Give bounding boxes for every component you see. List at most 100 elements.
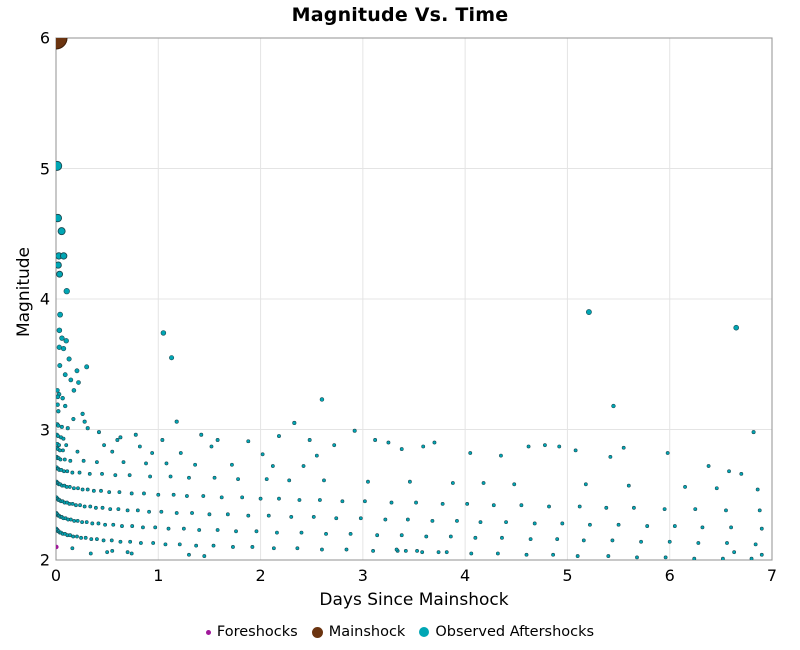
- data-point-2: [495, 551, 500, 556]
- data-point-2: [84, 520, 89, 525]
- data-point-2: [621, 445, 626, 450]
- data-point-2: [185, 494, 189, 498]
- data-point-2: [70, 546, 75, 551]
- data-point-2: [436, 550, 441, 555]
- data-point-2: [177, 542, 182, 547]
- data-point-2: [187, 552, 191, 557]
- data-point-2: [96, 430, 101, 435]
- data-point-2: [80, 520, 84, 525]
- data-point-2: [450, 481, 455, 485]
- data-point-2: [100, 505, 105, 510]
- data-point-2: [348, 532, 353, 536]
- data-point-2: [751, 430, 756, 435]
- data-point-2: [88, 504, 93, 509]
- data-point-2: [59, 252, 68, 260]
- data-point-2: [56, 402, 60, 407]
- y-tick-label: 2: [39, 550, 50, 570]
- data-point-2: [317, 498, 322, 502]
- data-point-2: [56, 344, 62, 350]
- data-point-2: [295, 546, 300, 551]
- legend-entry[interactable]: Mainshock: [311, 624, 406, 640]
- data-point-2: [79, 535, 83, 540]
- data-point-2: [414, 500, 418, 505]
- data-point-2: [215, 438, 220, 442]
- axis-spines: [55, 37, 773, 561]
- data-point-2: [725, 541, 729, 545]
- data-point-2: [71, 388, 77, 393]
- data-point-2: [80, 487, 85, 492]
- data-point-2: [663, 555, 668, 560]
- data-point-2: [99, 488, 103, 493]
- x-axis-label: Days Since Mainshock: [319, 590, 509, 610]
- data-point-2: [478, 520, 483, 525]
- data-point-2: [101, 538, 106, 543]
- data-point-2: [68, 377, 74, 383]
- data-point-2: [271, 546, 276, 551]
- data-point-2: [153, 525, 158, 530]
- data-point-2: [721, 556, 725, 560]
- data-point-2: [127, 473, 132, 478]
- data-point-2: [275, 530, 279, 535]
- data-point-2: [759, 526, 764, 531]
- data-point-2: [78, 503, 82, 508]
- data-point-2: [135, 508, 140, 513]
- data-point-2: [60, 345, 67, 352]
- data-point-1: [56, 38, 68, 50]
- y-tick-label: 3: [39, 420, 50, 439]
- data-point-2: [163, 542, 168, 547]
- x-tick-label: 7: [766, 566, 778, 585]
- data-point-2: [455, 518, 459, 523]
- data-point-2: [639, 539, 643, 544]
- chart-title: Magnitude Vs. Time: [291, 4, 509, 26]
- data-point-2: [71, 416, 76, 422]
- data-point-2: [111, 522, 116, 527]
- data-point-2: [96, 521, 101, 526]
- data-point-2: [100, 471, 104, 476]
- legend-marker-icon: [419, 627, 430, 637]
- data-point-2: [70, 501, 75, 506]
- data-point-2: [394, 547, 399, 552]
- data-point-2: [65, 469, 70, 474]
- data-point-2: [246, 513, 251, 518]
- data-point-2: [297, 498, 302, 502]
- data-point-2: [526, 444, 531, 449]
- data-point-2: [171, 492, 176, 497]
- data-point-2: [68, 517, 73, 522]
- data-point-2: [512, 482, 517, 487]
- x-tick-label: 5: [562, 566, 573, 585]
- legend-label: Mainshock: [328, 624, 406, 640]
- legend-label: Foreshocks: [216, 624, 298, 640]
- data-point-2: [250, 545, 255, 549]
- data-point-2: [75, 534, 79, 539]
- data-point-2: [57, 311, 63, 318]
- data-point-2: [128, 539, 133, 544]
- data-point-2: [125, 508, 130, 513]
- data-point-2: [105, 550, 110, 555]
- data-point-2: [277, 496, 281, 501]
- legend-entry[interactable]: Foreshocks: [205, 624, 298, 640]
- data-point-2: [80, 411, 85, 416]
- data-point-2: [555, 537, 560, 542]
- data-point-2: [289, 515, 294, 519]
- data-point-2: [193, 462, 198, 467]
- data-point-2: [611, 403, 616, 409]
- data-point-2: [120, 524, 124, 528]
- data-point-2: [56, 327, 63, 334]
- x-tick-label: 4: [460, 566, 471, 585]
- data-point-2: [74, 368, 80, 374]
- data-point-2: [75, 449, 80, 454]
- data-point-2: [133, 432, 138, 437]
- data-point-2: [141, 525, 145, 530]
- data-point-2: [57, 448, 62, 453]
- data-point-2: [190, 511, 194, 515]
- data-point-2: [64, 485, 69, 489]
- data-point-2: [61, 436, 66, 441]
- data-point-2: [108, 507, 113, 512]
- data-point-2: [62, 457, 67, 462]
- x-tick-label: 3: [357, 566, 368, 585]
- data-point-2: [156, 492, 161, 497]
- legend-entry[interactable]: Observed Aftershocks: [419, 624, 594, 640]
- data-point-2: [366, 479, 370, 484]
- data-point-2: [199, 432, 204, 437]
